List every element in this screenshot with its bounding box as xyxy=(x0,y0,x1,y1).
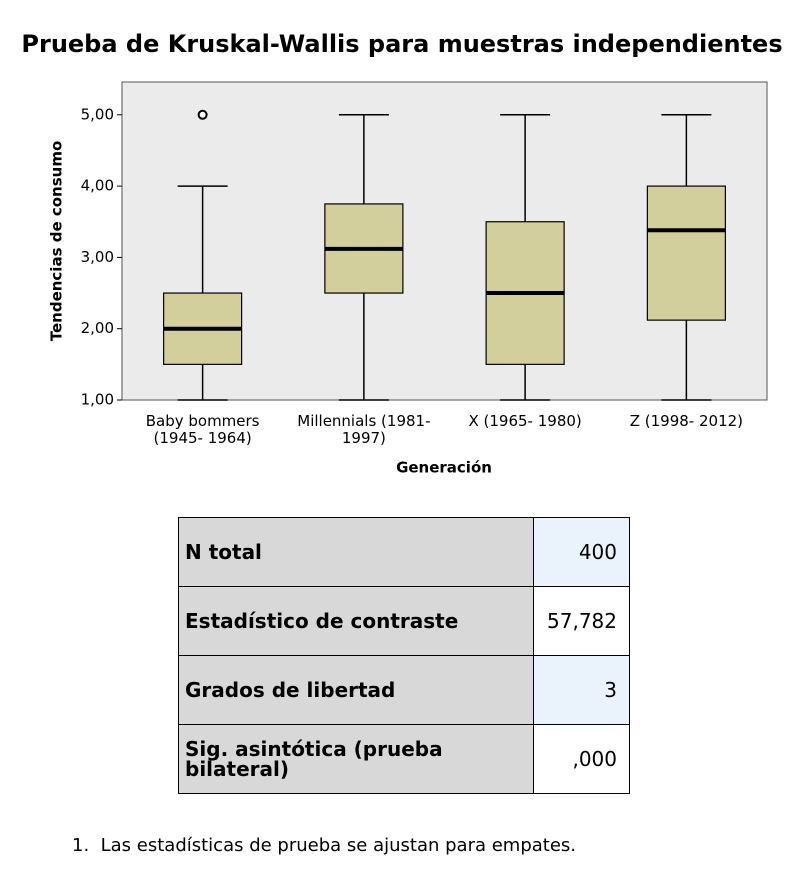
x-tick-label: Baby bommers (1945- 1964) xyxy=(145,412,260,447)
table-row: N total 400 xyxy=(178,517,630,587)
row-value: ,000 xyxy=(533,724,630,794)
chart-title: Prueba de Kruskal-Wallis para muestras i… xyxy=(21,30,782,58)
x-tick-label: X (1965- 1980) xyxy=(468,412,582,430)
x-tick-label: Millennials (1981- 1997) xyxy=(297,412,431,447)
stats-table: N total 400 Estadístico de contraste 57,782… xyxy=(178,517,630,794)
y-tick-label: 5,00 xyxy=(81,105,114,123)
row-label: Grados de libertad xyxy=(178,655,534,725)
x-tick-label: Z (1998- 2012) xyxy=(629,412,744,430)
outlier xyxy=(197,109,208,120)
row-label: Sig. asintótica (prueba bilateral) xyxy=(178,724,534,794)
footnote: 1. Las estadísticas de prueba se ajustan… xyxy=(72,835,577,856)
y-axis-label: Tendencias de consumo xyxy=(48,141,66,342)
row-value: 57,782 xyxy=(533,586,630,656)
box xyxy=(646,185,726,321)
row-value: 400 xyxy=(533,517,630,587)
y-tick-label: 3,00 xyxy=(81,248,114,266)
row-label: Estadístico de contraste xyxy=(178,586,534,656)
row-value: 3 xyxy=(533,655,630,725)
y-tick-label: 2,00 xyxy=(81,319,114,337)
y-tick-label: 4,00 xyxy=(81,177,114,195)
table-row: Sig. asintótica (prueba bilateral) ,000 xyxy=(178,724,630,794)
x-axis-label: Generación xyxy=(396,459,492,477)
y-tick-label: 1,00 xyxy=(81,391,114,409)
table-row: Grados de libertad 3 xyxy=(178,655,630,725)
table-row: Estadístico de contraste 57,782 xyxy=(178,586,630,656)
row-label: N total xyxy=(178,517,534,587)
